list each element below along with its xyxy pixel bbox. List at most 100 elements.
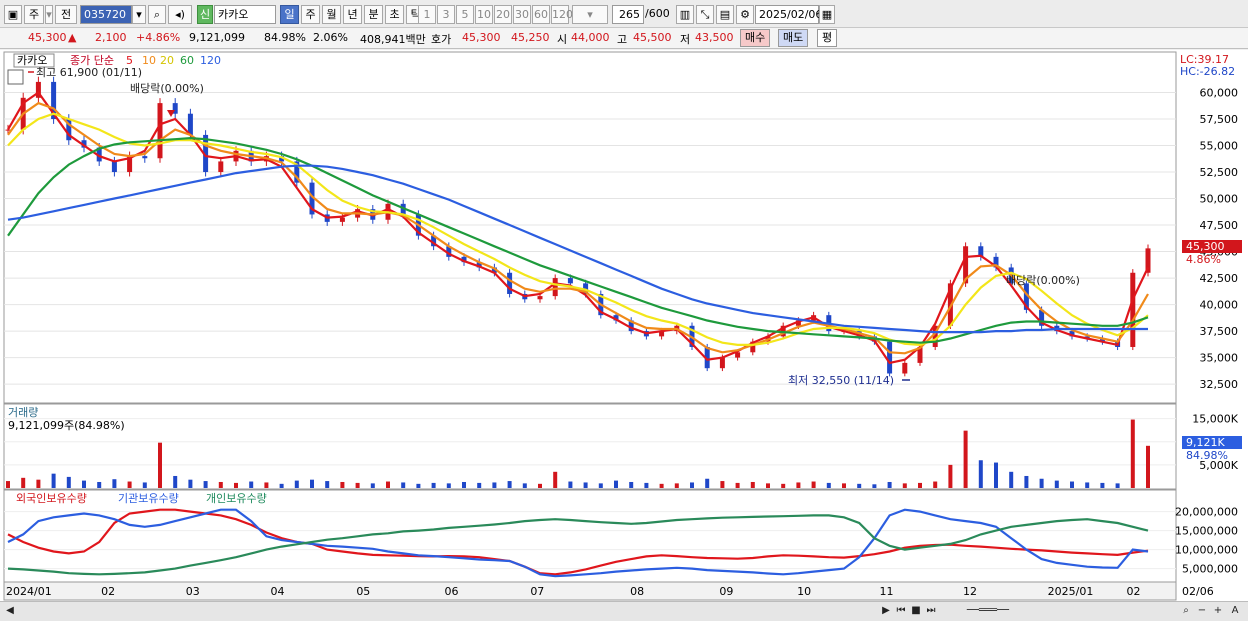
candle-body-6 [96,147,102,162]
period-tab-3[interactable]: 년 [343,5,362,24]
price-tick-label-1: 35,000 [1200,352,1239,365]
zoom-in-icon[interactable]: + [1213,605,1223,616]
candle-body-64 [978,246,984,257]
stock-chart[interactable]: 32,50035,00037,50040,00042,50045,00047,5… [0,50,1248,601]
volume-bar-3 [51,473,56,488]
candle-body-68 [1039,309,1045,326]
interval-tab-1[interactable]: 1 [418,5,436,24]
candle-body-70 [1069,331,1075,337]
dividend-annotation-1: 배당락(0.00%) [130,82,204,95]
holdings-tick-label-3: 20,000,000 [1175,506,1238,519]
volume-bar-16 [249,481,254,488]
candle-body-63 [963,246,969,284]
data-count-input[interactable]: 265 [612,5,644,24]
candle-body-13 [203,134,209,173]
zoom-slider[interactable]: ──═══── [966,605,1010,616]
interval-dropdown[interactable]: ▾ [572,5,608,24]
price-tick-label-11: 60,000 [1200,87,1239,100]
current-price-tag-text: 45,300 [1186,240,1225,253]
interval-tab-60[interactable]: 60 [532,5,550,24]
fast-forward-icon[interactable]: ⏭ [926,605,936,616]
volume-bar-23 [355,482,360,488]
rewind-icon[interactable]: ⏮ [896,605,906,616]
open-price: 44,000 [571,31,610,44]
stop-icon[interactable]: ■ [911,605,921,616]
volume-bar-57 [872,484,877,488]
interval-tab-5[interactable]: 5 [456,5,474,24]
stock-code-dropdown-icon[interactable]: ▾ [132,5,146,24]
chart-area[interactable]: 32,50035,00037,50040,00042,50045,00047,5… [0,50,1248,601]
candle-body-4 [66,119,72,141]
interval-tab-30[interactable]: 30 [513,5,531,24]
legend-institution: 기관보유수량 [118,492,179,505]
low-price: 43,500 [695,31,734,44]
candle-body-30 [461,256,467,263]
volume-bar-38 [583,482,588,488]
x-tick-label-2: 03 [186,585,200,598]
ma-label-60: 60 [180,54,194,67]
volume-bar-73 [1115,483,1120,488]
search-icon[interactable]: ⌕ [148,5,166,24]
candle-body-59 [902,362,908,374]
volume-bar-74 [1130,419,1135,488]
calendar-icon[interactable]: ▦ [819,5,835,24]
candle-body-52 [795,320,801,326]
eval-button[interactable]: 평 [817,29,838,47]
candle-type-icon[interactable]: ▥ [676,5,694,24]
holdings-tick-label-0: 5,000,000 [1182,563,1238,576]
stock-code-input[interactable]: 035720 [80,5,132,24]
volume-bar-41 [629,481,634,488]
volume-bar-1 [21,477,26,488]
interval-tab-20[interactable]: 20 [494,5,512,24]
candle-body-65 [993,256,999,268]
period-tab-1[interactable]: 주 [301,5,320,24]
volume-bar-40 [614,480,618,488]
volume-bar-36 [553,471,558,488]
market-type-select[interactable]: 주 [24,5,44,24]
period-tab-4[interactable]: 분 [364,5,383,24]
period-tab-5[interactable]: 초 [385,5,404,24]
candle-body-18 [279,156,285,162]
volume-title: 거래량 [8,406,38,419]
volume-bar-61 [933,481,938,488]
volume-bar-43 [659,483,664,488]
scroll-right-icon[interactable]: ▶ [882,605,890,616]
volume-tick-label-2: 15,000K [1192,413,1238,426]
stock-name-field[interactable]: 카카오 [214,5,276,24]
date-input[interactable]: 2025/02/06 [755,5,822,24]
interval-tab-3[interactable]: 3 [437,5,455,24]
bottom-control-bar: ◀ ▶ ⏮ ■ ⏭ ──═══── ⌕ − + A [0,601,1248,621]
holdings-line-2 [7,514,1149,576]
holdings-line-0 [7,508,1149,576]
zoom-search-icon[interactable]: ⌕ [1183,605,1189,616]
candle-body-72 [1099,338,1105,342]
candle-body-3 [51,81,57,120]
chart-window-icon[interactable]: ▣ [4,5,22,24]
volume-ratio: 84.98% [264,31,306,44]
save-icon[interactable]: ▤ [716,5,734,24]
price-tick-label-6: 47,500 [1200,219,1239,232]
crosshair-icon[interactable]: ⤡ [696,5,714,24]
period-tab-2[interactable]: 월 [322,5,341,24]
gear-icon[interactable]: ⚙ [736,5,754,24]
prev-button[interactable]: 전 [55,5,77,24]
price-tick-label-0: 32,500 [1200,378,1239,391]
sell-button[interactable]: 매도 [778,29,809,47]
scroll-left-icon[interactable]: ◀ [6,605,14,616]
market-type-dropdown-icon[interactable]: ▾ [45,5,53,24]
period-tab-0[interactable]: 일 [280,5,299,24]
buy-button[interactable]: 매수 [740,29,771,47]
chart-menu-icon[interactable] [7,69,24,85]
interval-tab-10[interactable]: 10 [475,5,493,24]
interval-tab-120[interactable]: 120 [551,5,573,24]
volume-ratio-tag: 84.98% [1186,449,1228,462]
volume-bar-37 [568,481,573,488]
candle-body-11 [172,103,178,114]
volume-bar-33 [507,481,512,488]
candle-body-20 [309,182,315,215]
market-type-label: 주 [28,8,40,21]
text-size-icon[interactable]: A [1231,605,1239,616]
speaker-icon[interactable]: ◂) [168,5,192,24]
candle-body-46 [704,346,710,369]
zoom-out-icon[interactable]: − [1197,605,1207,616]
